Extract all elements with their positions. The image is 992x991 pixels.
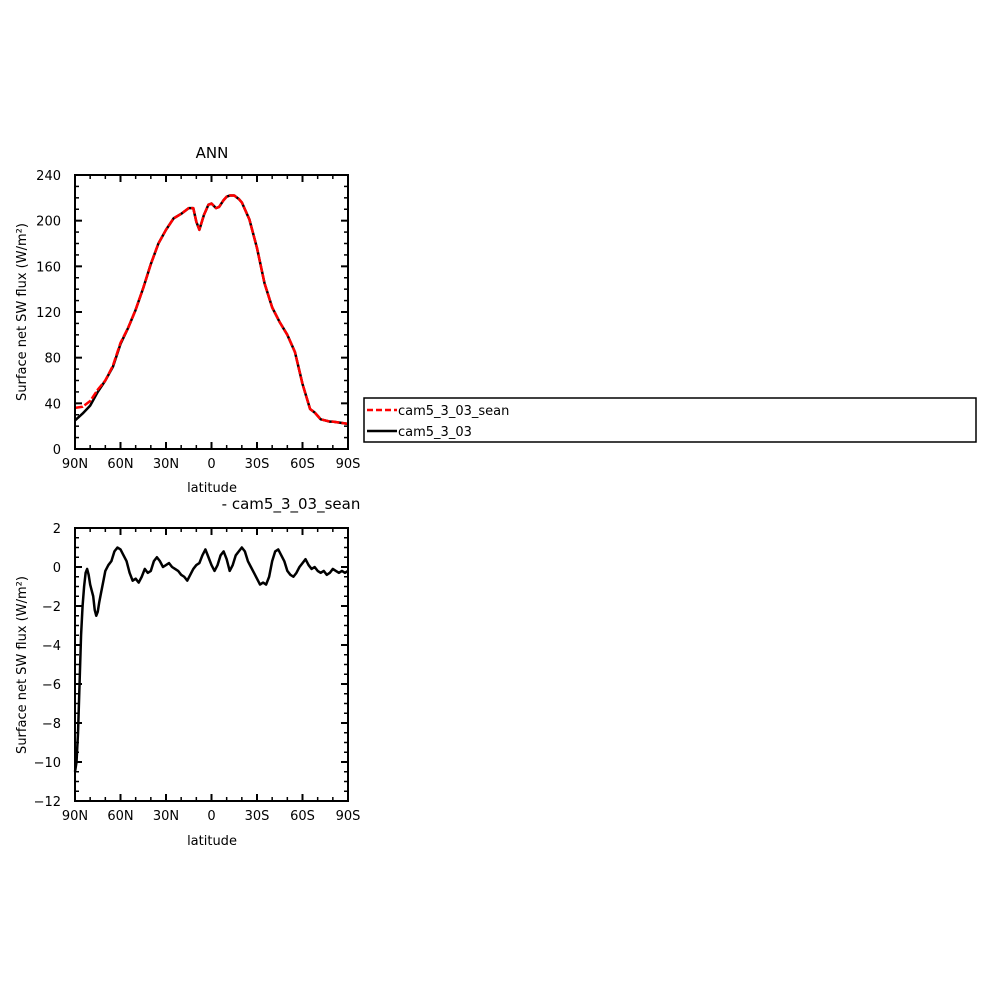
top-panel-title: ANN xyxy=(196,144,229,162)
top-panel-y-tick-label: 120 xyxy=(36,306,61,321)
bottom-panel-title: - cam5_3_03_sean xyxy=(222,495,361,514)
top-panel-y-tick-label: 0 xyxy=(53,443,61,458)
bottom-panel-xlabel: latitude xyxy=(187,834,237,849)
bottom-panel-y-tick-label: −6 xyxy=(42,678,61,693)
top-panel-frame xyxy=(74,174,349,450)
bottom-panel-y-tick-label: −8 xyxy=(42,717,61,732)
top-panel-xlabel: latitude xyxy=(187,481,237,496)
bottom-panel-x-tick-label: 90N xyxy=(62,809,88,824)
top-panel-y-tick-label: 40 xyxy=(44,397,61,412)
bottom-panel-x-tick-label: 30S xyxy=(245,809,270,824)
top-panel-ylabel: Surface net SW flux (W/m²) xyxy=(15,223,30,401)
top-panel-x-tick-label: 60S xyxy=(290,457,315,472)
bottom-panel: - cam5_3_03_sean 90N 60N 30N 0 30S 60S 90S 2 0 −2… xyxy=(15,495,360,849)
bottom-panel-y-tick-label: 0 xyxy=(53,561,61,576)
bottom-panel-ylabel: Surface net SW flux (W/m²) xyxy=(15,576,30,754)
bottom-panel-lines xyxy=(73,546,349,772)
top-panel-series-line xyxy=(74,194,349,426)
top-panel-y-tick-label: 80 xyxy=(44,352,61,367)
top-panel-series-line xyxy=(74,194,349,426)
bottom-panel-x-tick-label: 90S xyxy=(336,809,361,824)
legend-label-series-2: cam5_3_03 xyxy=(398,425,472,440)
legend-box xyxy=(363,397,977,443)
bottom-panel-series-line xyxy=(73,546,349,772)
top-panel-y-tick-label: 160 xyxy=(36,260,61,275)
legend-label-series-1: cam5_3_03_sean xyxy=(398,404,509,419)
top-panel-x-tick-label: 90S xyxy=(336,457,361,472)
legend: cam5_3_03_sean cam5_3_03 xyxy=(363,397,977,443)
bottom-panel-x-tick-label: 0 xyxy=(207,809,215,824)
top-panel-x-tick-label: 60N xyxy=(107,457,133,472)
bottom-panel-y-tick-label: −2 xyxy=(42,600,61,615)
bottom-panel-y-tick-label: −10 xyxy=(34,756,61,771)
top-panel-x-tick-label: 30S xyxy=(245,457,270,472)
top-panel-ticks: 90N 60N 30N 0 30S 60S 90S 0 40 80 120 160 200 240 xyxy=(36,169,360,472)
bottom-panel-y-tick-label: −12 xyxy=(34,795,61,810)
top-panel-lines xyxy=(74,194,349,426)
top-panel: ANN 90N 60N 30N 0 30S 60S 90S 0 40 80 120 160 200 240… xyxy=(15,144,360,496)
top-panel-x-tick-label: 30N xyxy=(153,457,179,472)
bottom-panel-y-tick-label: −4 xyxy=(42,639,61,654)
bottom-panel-frame xyxy=(74,527,349,802)
top-panel-x-tick-label: 0 xyxy=(207,457,215,472)
top-panel-x-tick-label: 90N xyxy=(62,457,88,472)
top-panel-y-tick-label: 200 xyxy=(36,215,61,230)
top-panel-y-tick-label: 240 xyxy=(36,169,61,184)
bottom-panel-x-tick-label: 60S xyxy=(290,809,315,824)
bottom-panel-x-tick-label: 60N xyxy=(107,809,133,824)
bottom-panel-x-tick-label: 30N xyxy=(153,809,179,824)
bottom-panel-y-tick-label: 2 xyxy=(53,522,61,537)
